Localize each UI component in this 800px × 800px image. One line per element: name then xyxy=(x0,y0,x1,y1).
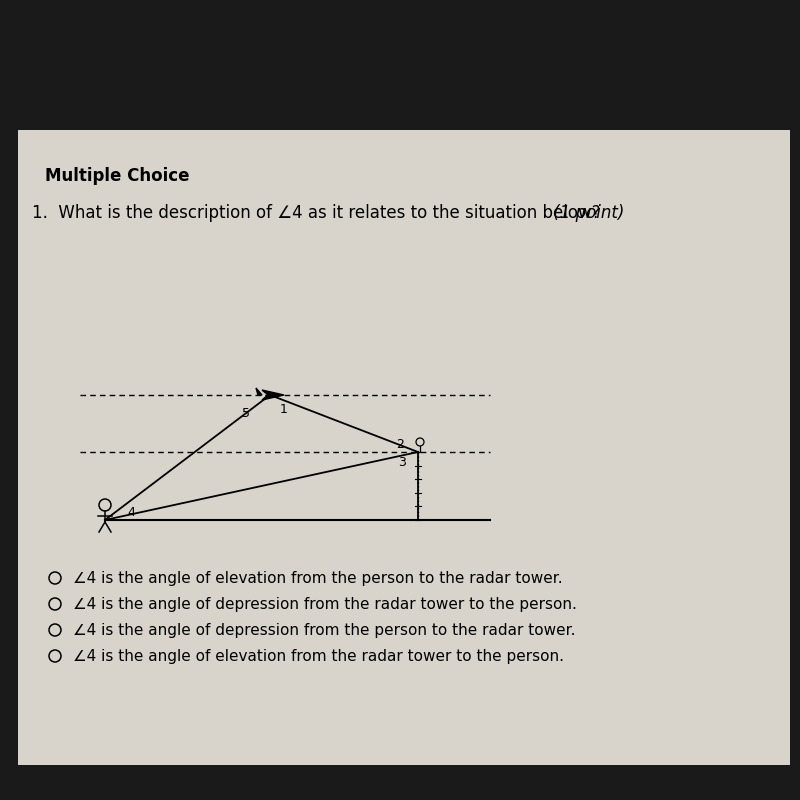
Text: 3: 3 xyxy=(398,456,406,469)
Text: 5: 5 xyxy=(242,407,250,420)
Text: 2: 2 xyxy=(396,438,404,451)
Bar xyxy=(18,130,790,765)
Text: ∠4 is the angle of elevation from the person to the radar tower.: ∠4 is the angle of elevation from the pe… xyxy=(73,570,562,586)
Polygon shape xyxy=(256,388,262,395)
Text: ∠4 is the angle of elevation from the radar tower to the person.: ∠4 is the angle of elevation from the ra… xyxy=(73,649,564,663)
Text: ∠4 is the angle of depression from the radar tower to the person.: ∠4 is the angle of depression from the r… xyxy=(73,597,577,611)
Polygon shape xyxy=(262,390,284,400)
Text: 1: 1 xyxy=(280,403,288,416)
Text: 4: 4 xyxy=(127,506,135,519)
Text: (1 point): (1 point) xyxy=(548,204,624,222)
Text: 1.  What is the description of ∠4 as it relates to the situation below?: 1. What is the description of ∠4 as it r… xyxy=(32,204,601,222)
Text: ∠4 is the angle of depression from the person to the radar tower.: ∠4 is the angle of depression from the p… xyxy=(73,622,575,638)
Text: Multiple Choice: Multiple Choice xyxy=(45,167,190,185)
